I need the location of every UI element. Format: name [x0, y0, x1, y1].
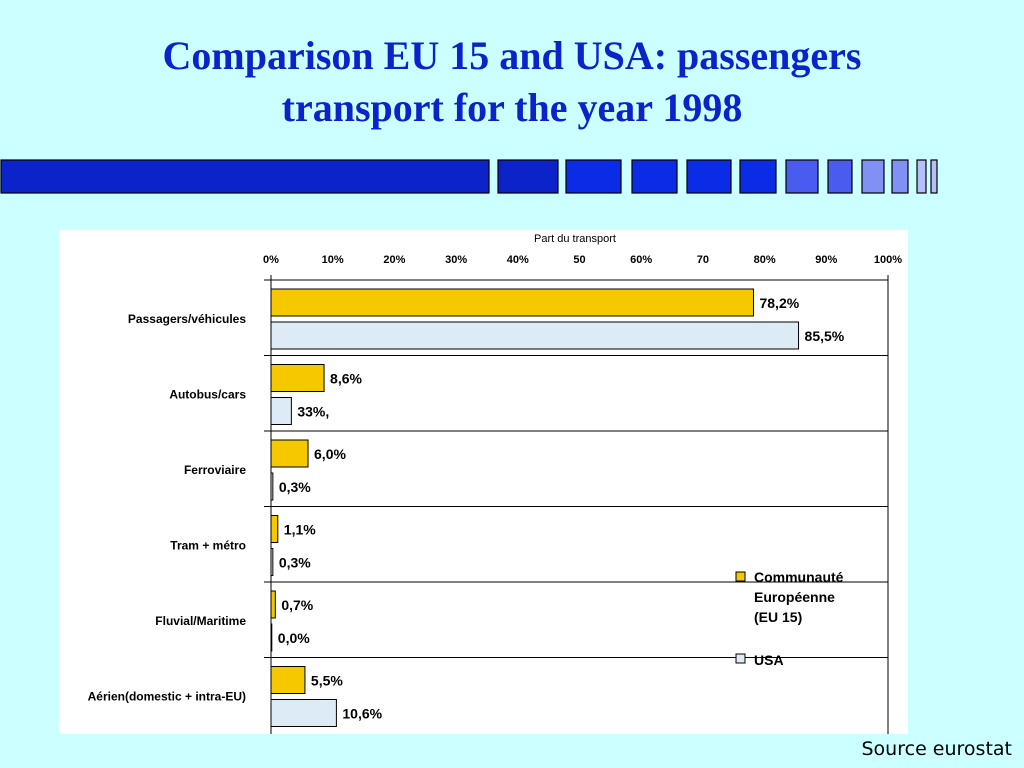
x-tick-label: 0%	[263, 254, 279, 266]
source-note: Source eurostat	[861, 738, 1013, 760]
data-label: 33%,	[297, 404, 329, 420]
x-tick-label: 30%	[445, 254, 467, 266]
data-label: 5,5%	[311, 673, 343, 689]
data-bar	[270, 364, 325, 392]
data-label: 0,7%	[281, 597, 313, 613]
data-label: 6,0%	[314, 446, 346, 462]
data-bar	[270, 472, 274, 501]
legend-label: Européenne	[754, 589, 835, 605]
data-bar	[270, 397, 292, 425]
bar-chart: Part du transport 0% 10% 20% 30% 40% 50 60% 70 80…	[88, 233, 902, 734]
decorative-block	[916, 159, 927, 194]
legend-label: Communauté	[754, 569, 844, 585]
data-bar	[270, 548, 274, 576]
x-tick-label: 70	[697, 254, 709, 266]
decorative-block	[497, 159, 559, 194]
category-label: Tram + métro	[170, 539, 246, 553]
x-tick-label: 50	[573, 254, 585, 266]
data-label: 78,2%	[759, 295, 799, 311]
decorative-blue-bar-strip	[0, 159, 938, 194]
data-bar	[270, 666, 306, 694]
slide-title: Comparison EU 15 and USA: passengers tra…	[40, 30, 984, 134]
category-label: Passagers/véhicules	[128, 312, 246, 326]
data-label: 0,3%	[279, 479, 311, 495]
x-tick-label: 40%	[507, 254, 529, 266]
chart-title: Part du transport	[534, 233, 616, 245]
data-label: 0,3%	[279, 555, 311, 571]
x-tick-label: 80%	[754, 254, 776, 266]
category-label: Ferroviaire	[184, 463, 246, 477]
legend-label: USA	[754, 652, 784, 668]
data-label: 10,6%	[342, 706, 382, 722]
slide-title-line-1: Comparison EU 15 and USA: passengers	[162, 33, 862, 78]
decorative-block	[631, 159, 678, 194]
data-bar	[270, 699, 337, 727]
data-bar	[270, 623, 273, 652]
data-label: 0,0%	[278, 630, 310, 646]
slide-title-line-2: transport for the year 1998	[281, 85, 743, 130]
x-tick-label: 10%	[322, 254, 344, 266]
decorative-block	[686, 159, 732, 194]
data-bar	[270, 439, 309, 468]
data-bar	[270, 288, 754, 317]
decorative-block	[827, 159, 853, 194]
x-tick-label: 20%	[383, 254, 405, 266]
data-bar	[270, 515, 279, 543]
decorative-block	[785, 159, 819, 194]
category-label: Autobus/cars	[169, 388, 246, 402]
x-tick-label: 90%	[815, 254, 837, 266]
category-label: Aérien(domestic + intra-EU)	[88, 690, 246, 704]
decorative-block	[891, 159, 909, 194]
legend-label: (EU 15)	[754, 609, 802, 625]
data-label: 1,1%	[284, 522, 316, 538]
decorative-block	[739, 159, 777, 194]
category-label: Fluvial/Maritime	[155, 614, 246, 628]
data-bar	[270, 321, 800, 350]
decorative-block	[0, 159, 490, 194]
x-tick-label: 60%	[630, 254, 652, 266]
decorative-block	[565, 159, 622, 194]
legend-swatch	[735, 653, 746, 664]
data-label: 85,5%	[805, 328, 845, 344]
x-tick-label: 100%	[874, 254, 902, 266]
data-bar	[270, 590, 276, 619]
decorative-block	[930, 159, 938, 194]
decorative-block	[861, 159, 885, 194]
legend-swatch	[735, 571, 746, 582]
data-label: 8,6%	[330, 371, 362, 387]
chart-panel: Part du transport 0% 10% 20% 30% 40% 50 60% 70 80…	[59, 230, 908, 734]
